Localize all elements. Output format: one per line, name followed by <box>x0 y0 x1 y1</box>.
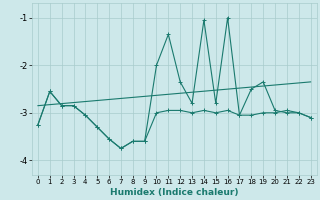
X-axis label: Humidex (Indice chaleur): Humidex (Indice chaleur) <box>110 188 238 197</box>
